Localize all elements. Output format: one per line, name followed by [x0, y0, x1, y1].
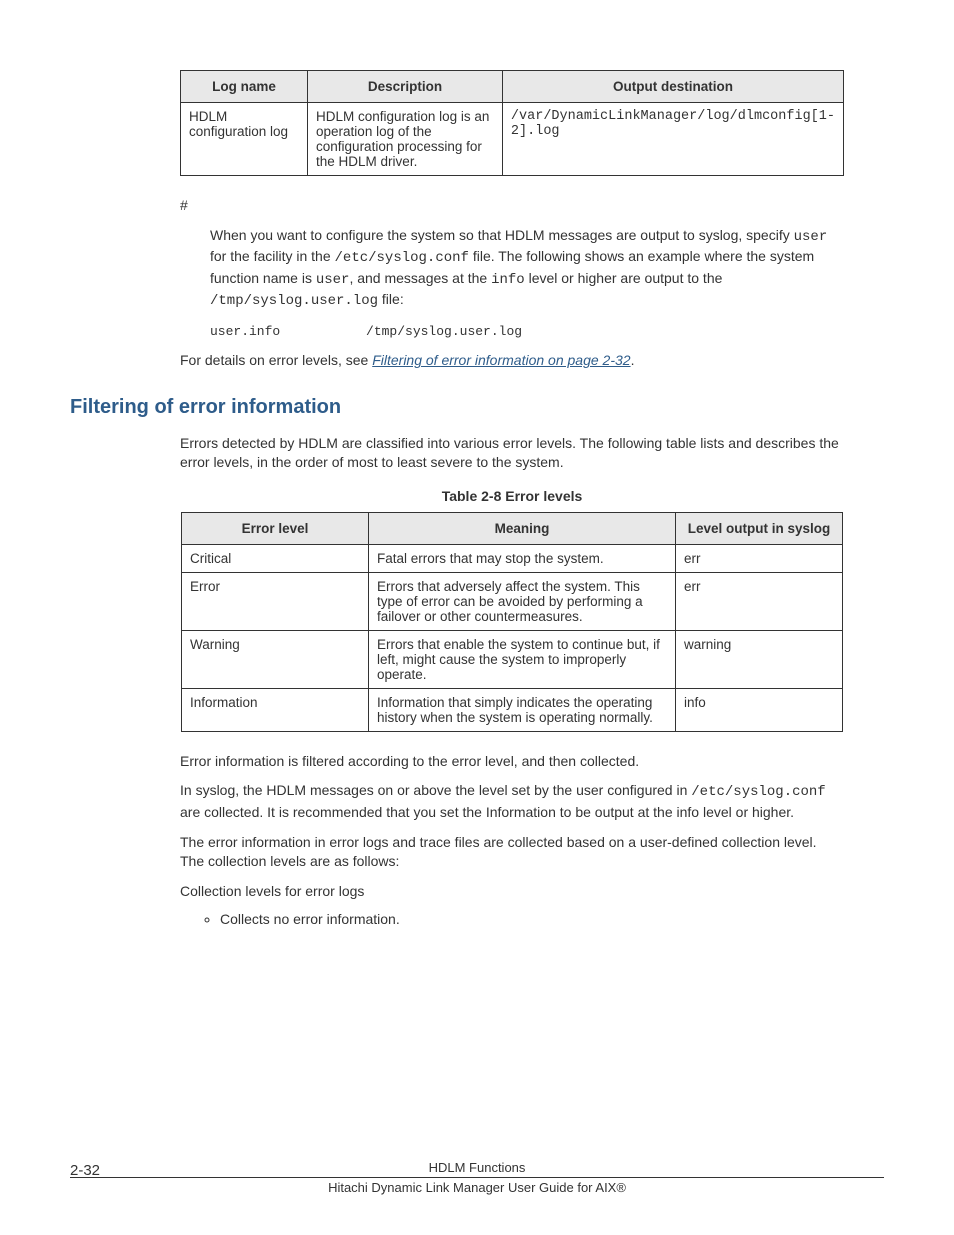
table-row: HDLM configuration log HDLM configuratio…: [181, 103, 844, 176]
table-caption: Table 2-8 Error levels: [180, 488, 844, 504]
hash-marker: #: [180, 196, 844, 216]
footer-title: HDLM Functions: [429, 1160, 526, 1175]
syslog-collect-para: In syslog, the HDLM messages on or above…: [180, 781, 844, 822]
footer-subtitle: Hitachi Dynamic Link Manager User Guide …: [328, 1180, 626, 1195]
page-number: 2-32: [70, 1162, 100, 1179]
intro-para: Errors detected by HDLM are classified i…: [180, 434, 844, 473]
syslog-example: user.info /tmp/syslog.user.log: [210, 324, 844, 339]
log-table: Log name Description Output destination …: [180, 70, 844, 176]
th-syslog: Level output in syslog: [676, 512, 843, 544]
filter-para: Error information is filtered according …: [180, 752, 844, 772]
th-desc: Description: [308, 71, 503, 103]
list-item: Collects no error information.: [220, 911, 844, 927]
cell-desc: HDLM configuration log is an operation l…: [308, 103, 503, 176]
section-heading: Filtering of error information: [70, 396, 884, 419]
th-errorlevel: Error level: [182, 512, 369, 544]
page-footer: 2-32 HDLM Functions Hitachi Dynamic Link…: [70, 1160, 884, 1195]
table-row: Warning Errors that enable the system to…: [182, 630, 843, 688]
table-row: Information Information that simply indi…: [182, 688, 843, 731]
error-levels-ref: For details on error levels, see Filteri…: [180, 351, 844, 371]
table-row: Error Errors that adversely affect the s…: [182, 572, 843, 630]
collection-level-para: The error information in error logs and …: [180, 833, 844, 872]
link-filtering[interactable]: Filtering of error information on page 2…: [372, 352, 630, 368]
cell-logname: HDLM configuration log: [181, 103, 308, 176]
th-dest: Output destination: [502, 71, 843, 103]
collection-list: Collects no error information.: [210, 911, 844, 927]
th-logname: Log name: [181, 71, 308, 103]
syslog-config-para: When you want to configure the system so…: [210, 226, 844, 312]
error-levels-table: Error level Meaning Level output in sysl…: [181, 512, 843, 732]
th-meaning: Meaning: [369, 512, 676, 544]
table-row: Critical Fatal errors that may stop the …: [182, 544, 843, 572]
cell-dest: /var/DynamicLinkManager/log/dlmconfig[1-…: [502, 103, 843, 176]
collection-heading: Collection levels for error logs: [180, 882, 844, 902]
